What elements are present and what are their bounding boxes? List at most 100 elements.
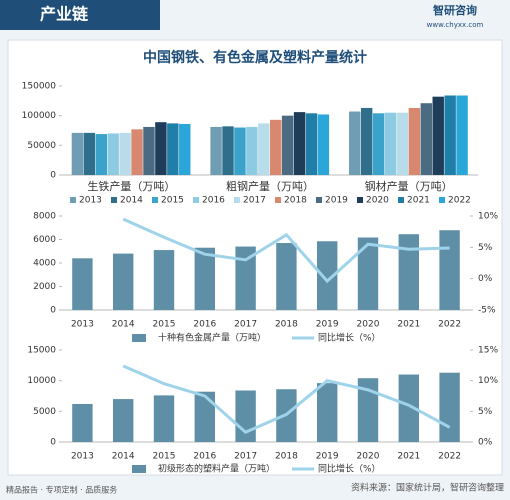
bar — [95, 134, 107, 175]
x-tick-label: 粗钢产量（万吨） — [226, 179, 314, 193]
legend-swatch — [234, 197, 240, 203]
y-tick-label: 2000 — [33, 282, 56, 292]
y-tick-label: 15000 — [27, 346, 56, 356]
legend-swatch — [132, 465, 146, 473]
y-tick-label: 0 — [50, 171, 56, 181]
chart-title: 中国钢铁、有色金属及塑料产量统计 — [143, 49, 367, 66]
bar — [194, 391, 215, 442]
bar — [305, 113, 318, 175]
x-tick-label: 2014 — [112, 452, 135, 462]
legend-swatch — [193, 197, 199, 203]
legend-label: 2013 — [79, 196, 102, 206]
y-tick-label: 10000 — [27, 376, 56, 386]
bar — [131, 129, 143, 175]
legend-swatch — [275, 197, 281, 203]
legend-label: 2017 — [243, 196, 266, 206]
x-tick-label: 2018 — [275, 320, 298, 330]
bar — [194, 247, 215, 310]
brand: 智研咨询 — [433, 3, 477, 17]
legend-label: 2022 — [448, 196, 471, 206]
y2-tick-label: 15% — [478, 346, 498, 356]
x-tick-label: 2020 — [357, 452, 380, 462]
legend-swatch — [398, 197, 404, 203]
bar — [107, 133, 119, 175]
legend-label: 同比增长（%） — [318, 332, 381, 344]
bar — [113, 253, 134, 310]
x-tick-label: 2016 — [193, 320, 216, 330]
y-tick-label: 100000 — [22, 111, 57, 121]
bar — [408, 107, 421, 175]
legend-swatch — [70, 197, 76, 203]
y-tick-label: 5000 — [33, 407, 56, 417]
bar — [444, 95, 456, 175]
legend-label: 2016 — [202, 196, 225, 206]
x-tick-label: 2016 — [193, 452, 216, 462]
legend-swatch — [111, 197, 117, 203]
legend-swatch — [357, 197, 363, 203]
x-tick-label: 2019 — [316, 320, 339, 330]
bar — [360, 107, 373, 175]
bar — [72, 403, 93, 442]
bar — [83, 132, 96, 175]
bar — [432, 96, 444, 175]
bar — [420, 103, 433, 175]
y2-tick-label: 0% — [478, 274, 493, 284]
x-tick-label: 2019 — [316, 452, 339, 462]
x-tick-label: 2020 — [357, 320, 380, 330]
bar — [235, 246, 256, 310]
bar — [349, 111, 361, 175]
section-title: 产业链 — [40, 5, 89, 24]
x-tick-label: 2013 — [71, 452, 94, 462]
line — [122, 364, 451, 434]
y2-tick-label: 0% — [478, 438, 493, 448]
y-tick-label: 8000 — [33, 212, 56, 222]
bar — [357, 378, 379, 442]
y-tick-label: 4000 — [33, 259, 56, 269]
legend-swatch — [152, 197, 158, 203]
source: 资料来源：国家统计局，智研咨询整理 — [351, 482, 504, 494]
legend-swatch — [316, 197, 322, 203]
y2-tick-label: 5% — [478, 407, 493, 417]
legend-label: 2014 — [120, 196, 143, 206]
bar — [384, 112, 397, 175]
legend-label: 初级形态的塑料产量（万吨） — [158, 463, 275, 475]
legend-label: 同比增长（%） — [318, 463, 381, 475]
bar — [357, 237, 379, 310]
bar — [276, 243, 297, 310]
bar — [439, 230, 460, 310]
bar — [317, 241, 338, 310]
x-tick-label: 2015 — [153, 452, 176, 462]
x-tick-label: 2014 — [112, 320, 135, 330]
bar — [258, 123, 270, 175]
bar — [456, 95, 468, 175]
bar — [153, 395, 175, 442]
y2-tick-label: -5% — [478, 306, 496, 316]
x-tick-label: 2022 — [438, 452, 461, 462]
bar — [179, 123, 191, 175]
bar — [246, 126, 258, 175]
bar — [396, 112, 409, 175]
legend-label: 2018 — [284, 196, 307, 206]
legend-swatch — [439, 197, 445, 203]
bar — [155, 122, 167, 175]
y-tick-label: 0 — [50, 438, 56, 448]
bar — [143, 126, 155, 175]
y-tick-label: 50000 — [27, 141, 56, 151]
bar — [317, 114, 330, 175]
bar — [119, 132, 131, 175]
footer-left: 精品报告 · 专项定制 · 品质服务 — [6, 485, 117, 495]
x-tick-label: 2018 — [275, 452, 298, 462]
bar — [71, 132, 84, 175]
y-tick-label: 150000 — [22, 82, 57, 92]
bar — [113, 399, 134, 442]
bar — [235, 390, 256, 442]
bar — [293, 112, 306, 175]
bar — [167, 123, 179, 175]
line — [122, 217, 450, 284]
legend-swatch — [132, 334, 146, 342]
bar — [372, 113, 385, 175]
bar — [234, 127, 246, 175]
x-tick-label: 2015 — [153, 320, 176, 330]
x-tick-label: 2021 — [397, 452, 420, 462]
